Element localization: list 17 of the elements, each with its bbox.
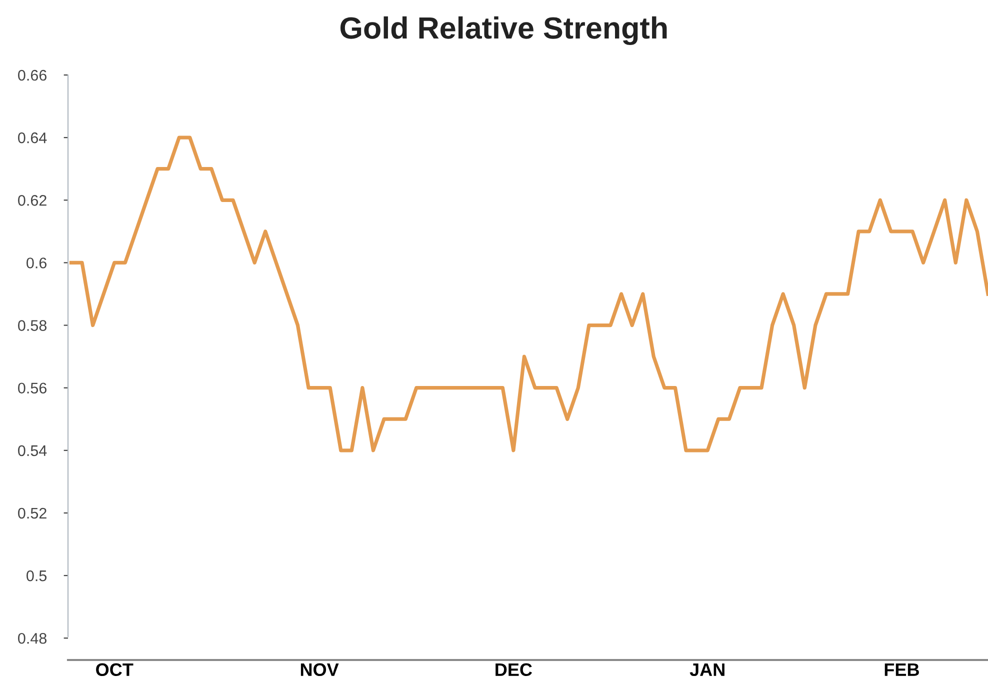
chart-title: Gold Relative Strength: [340, 16, 667, 45]
y-tick-label: 0.54: [18, 445, 47, 456]
y-tick-label: 0.62: [18, 195, 46, 206]
x-tick-label: FEB: [884, 663, 919, 676]
x-tick-label: JAN: [690, 663, 724, 676]
line-series: [69, 136, 988, 452]
x-tick-label: NOV: [300, 663, 339, 676]
y-tick-label: 0.56: [18, 382, 46, 394]
y-tick-label: 0.6: [26, 258, 46, 268]
y-tick-label: 0.64: [18, 132, 47, 144]
x-tick-label: DEC: [496, 663, 532, 676]
y-tick-label: 0.58: [18, 320, 47, 331]
y-tick-label: 0.48: [18, 632, 47, 644]
y-tick-label: 0.66: [18, 70, 46, 81]
x-tick-label: OCT: [96, 663, 134, 676]
y-tick-label: 0.5: [26, 570, 47, 582]
y-tick-label: 0.52: [18, 508, 46, 519]
